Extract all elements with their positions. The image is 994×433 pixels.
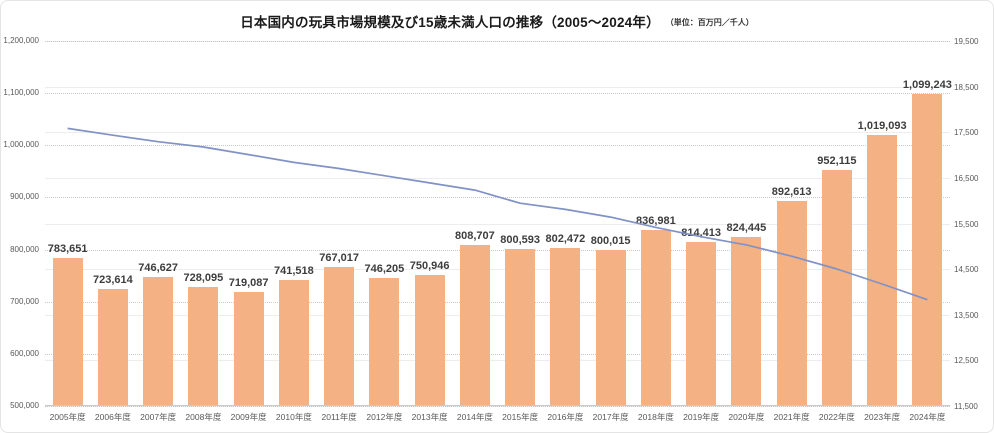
x-axis-label: 2012年度 (366, 412, 403, 422)
left-axis-tick: 500,000 (10, 401, 39, 410)
right-axis-tick: 15,500 (954, 219, 979, 229)
gridline-left-major (45, 93, 950, 95)
x-axis-label: 2017年度 (592, 412, 629, 422)
bar-2014年度 (459, 245, 490, 405)
x-axis-label: 2016年度 (547, 412, 584, 422)
left-axis-tick: 800,000 (10, 244, 39, 254)
bar-2024年度 (912, 93, 943, 405)
gridline-left-major (45, 353, 950, 355)
x-axis-label: 2021年度 (773, 412, 810, 422)
gridline-left-major (45, 249, 950, 251)
bar-value-label: 723,614 (92, 274, 133, 287)
gridline-left-major (45, 41, 950, 42)
x-axis-label: 2006年度 (94, 412, 131, 422)
x-axis-label: 2009年度 (230, 412, 267, 422)
left-axis-tick: 1,000,000 (3, 140, 39, 150)
gridline-right-major (45, 269, 950, 271)
x-axis-label: 2023年度 (864, 412, 901, 422)
population-line (67, 127, 928, 301)
plot-area: 783,651 723,614 746,627 728,095 719,087 741,5… (45, 41, 952, 407)
chart-title: 日本国内の玩具市場規模及び15歳未満人口の推移（2005～2024年） (240, 15, 660, 30)
gridline-right-major (45, 314, 950, 316)
bar-2013年度 (414, 275, 445, 405)
bar-2021年度 (776, 201, 807, 405)
right-axis-tick: 14,500 (954, 265, 979, 275)
right-axis-tick: 12,500 (954, 356, 979, 366)
left-axis-tick: 700,000 (10, 296, 39, 306)
x-axis-label: 2007年度 (140, 412, 177, 422)
left-axis-tick: 1,100,000 (3, 88, 39, 98)
bar-2022年度 (821, 170, 852, 405)
bar-value-label: 741,518 (273, 265, 314, 278)
bar-2012年度 (369, 277, 400, 405)
bar-value-label: 952,115 (817, 155, 857, 168)
bar-2019年度 (686, 242, 717, 405)
bar-2009年度 (233, 291, 264, 405)
bar-value-label: 892,613 (771, 186, 812, 199)
x-axis-label: 2005年度 (49, 412, 86, 422)
bar-2008年度 (188, 287, 219, 405)
x-axis-line (45, 405, 950, 406)
gridline-right-major (45, 132, 950, 134)
bar-2016年度 (550, 248, 581, 405)
x-axis-label: 2011年度 (321, 412, 357, 422)
bar-2023年度 (867, 135, 898, 405)
right-axis-tick: 19,500 (954, 37, 979, 46)
gridline-right-major (45, 86, 950, 88)
x-axis-label: 2014年度 (456, 412, 493, 422)
left-axis-tick: 1,200,000 (3, 36, 39, 45)
bar-value-label: 808,707 (454, 230, 495, 243)
right-axis-tick: 17,500 (954, 128, 979, 138)
bar-2015年度 (505, 249, 536, 405)
bar-value-label: 800,015 (590, 234, 631, 247)
bar-value-label: 783,651 (47, 243, 88, 256)
x-axis-label: 2018年度 (637, 412, 674, 422)
right-axis-tick: 13,500 (954, 310, 979, 320)
chart-header: 日本国内の玩具市場規模及び15歳未満人口の推移（2005～2024年） （単位：百… (1, 11, 993, 32)
bar-value-label: 1,099,243 (902, 78, 952, 91)
bar-value-label: 800,593 (500, 234, 540, 247)
bar-2018年度 (640, 230, 671, 405)
right-axis-tick: 16,500 (954, 173, 979, 183)
gridline-left-major (45, 145, 950, 147)
bar-2011年度 (324, 266, 355, 405)
bar-2017年度 (595, 249, 626, 405)
left-axis-tick: 600,000 (10, 348, 39, 358)
bar-2005年度 (52, 258, 83, 405)
bar-2006年度 (97, 289, 128, 405)
population-line-series (67, 127, 928, 301)
x-axis-label: 2015年度 (502, 412, 539, 422)
chart-unit-note: （単位：百万円／千人） (669, 18, 754, 27)
gridline-left-major (45, 301, 950, 303)
right-axis-tick: 11,500 (954, 402, 978, 411)
bar-value-label: 824,445 (726, 221, 767, 234)
x-axis-label: 2013年度 (411, 412, 448, 422)
x-axis-label: 2010年度 (275, 412, 312, 422)
gridline-left-major (45, 197, 950, 199)
x-axis-label: 2024年度 (909, 412, 946, 422)
x-axis-label: 2019年度 (683, 412, 720, 422)
right-axis-tick: 18,500 (954, 82, 979, 92)
bar-value-label: 746,627 (138, 262, 178, 275)
bar-value-label: 802,472 (545, 233, 586, 246)
bar-value-label: 750,946 (409, 260, 450, 273)
bar-value-label: 1,019,093 (857, 120, 907, 133)
bar-value-label: 728,095 (183, 272, 224, 285)
x-axis-label: 2008年度 (185, 412, 222, 422)
gridline-right-major (45, 360, 950, 362)
gridline-right-major (45, 223, 950, 225)
gridline-right-major (45, 177, 950, 179)
gridline-left-major (45, 406, 950, 407)
x-axis-label: 2022年度 (818, 412, 855, 422)
bar-value-label: 767,017 (319, 251, 359, 264)
bar-2020年度 (731, 236, 762, 405)
bar-value-label: 746,205 (364, 262, 405, 275)
x-axis-label: 2020年度 (728, 412, 765, 422)
bar-value-label: 719,087 (228, 276, 269, 289)
left-axis-tick: 900,000 (10, 192, 39, 202)
bar-2007年度 (143, 277, 174, 405)
bar-value-label: 814,413 (681, 227, 721, 240)
bar-2010年度 (278, 280, 309, 405)
